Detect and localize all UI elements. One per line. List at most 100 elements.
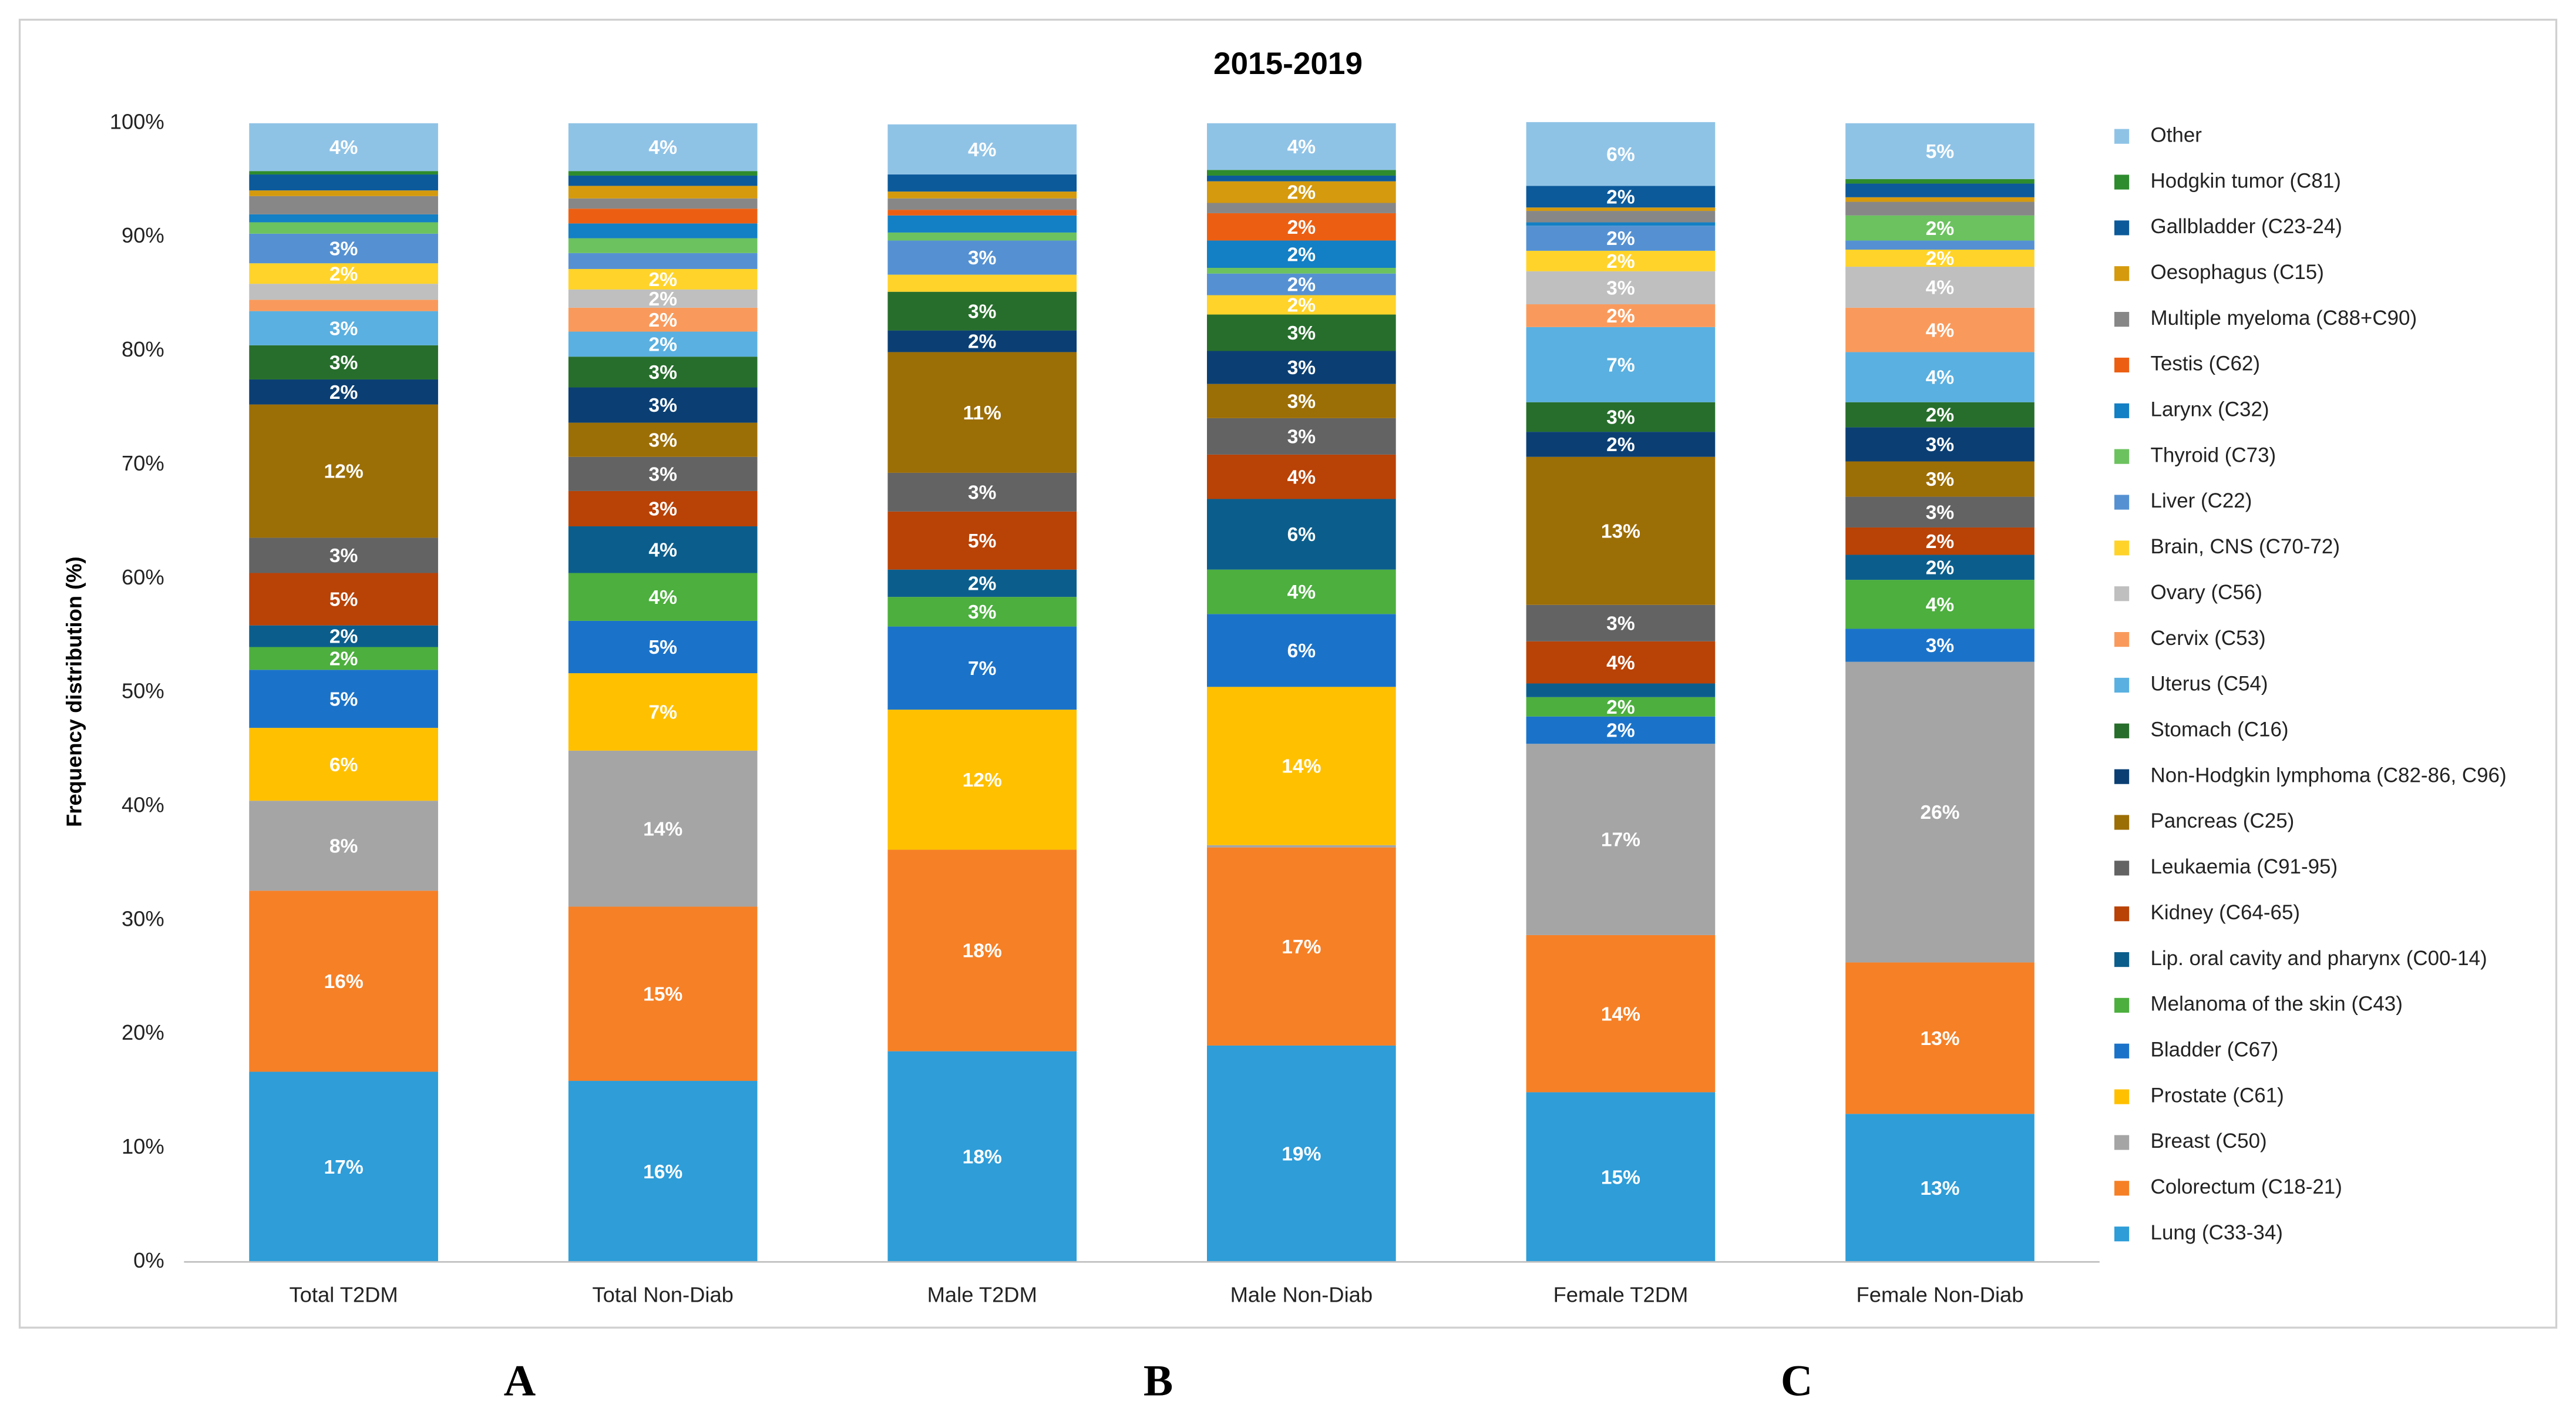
data-label: 14% [643,818,682,840]
legend-label: Thyroid (C73) [2151,443,2276,466]
bar-segment [887,210,1077,216]
data-label: 12% [324,461,364,483]
data-label: 17% [324,1157,364,1178]
data-label: 3% [1926,502,1954,523]
bar-segment [1207,314,1396,351]
bar-segment [249,174,438,191]
data-label: 3% [329,318,358,340]
bar-segment [568,238,758,253]
legend-swatch [2114,174,2130,190]
bar-segment [1207,845,1396,848]
bar-segment [1207,454,1396,499]
legend-swatch [2114,403,2130,418]
data-label: 2% [648,288,677,310]
data-label: 14% [1601,1003,1640,1025]
data-label: 2% [1287,274,1316,296]
bar-segment [887,291,1077,331]
data-label: 13% [1920,1178,1959,1199]
bar-segment [887,597,1077,627]
data-label: 2% [968,331,997,353]
data-label: 2% [1287,182,1316,204]
data-label: 5% [329,688,358,710]
bar-segment [1845,215,2034,241]
data-label: 2% [329,263,358,285]
legend-swatch [2114,906,2130,922]
legend-label: Non-Hodgkin lymphoma (C82-86, C96) [2151,764,2507,787]
data-label: 3% [329,545,358,567]
legend-label: Multiple myeloma (C88+C90) [2151,307,2417,330]
bar-segment [1526,697,1716,717]
data-label: 3% [968,301,997,322]
legend-swatch [2114,815,2130,830]
y-tick-label: 10% [122,1134,164,1158]
data-label: 2% [329,648,358,670]
bar-segment [249,670,438,728]
bar-segment [568,175,758,186]
bar-segment [1207,687,1396,845]
bar-segment [1526,222,1716,226]
bar-segment [249,263,438,284]
data-label: 26% [1920,802,1959,824]
data-label: 6% [1606,144,1635,166]
bar-segment [1845,352,2034,402]
bar-segment [1845,461,2034,497]
bar-segment [887,849,1077,1051]
legend-label: Testis (C62) [2151,352,2260,375]
legend-label: Ovary (C56) [2151,581,2262,604]
y-tick-label: 30% [122,906,164,930]
bar-segment [249,123,438,172]
bar-segment [249,625,438,647]
data-label: 2% [648,269,677,291]
legend-swatch [2114,220,2130,236]
data-label: 12% [963,770,1002,791]
legend-swatch [2114,861,2130,876]
bar-segment [1207,213,1396,241]
bar-segment [1845,496,2034,527]
bar-segment [249,300,438,311]
bar-segment [1845,629,2034,662]
bar-segment [568,223,758,238]
bar-segment [1845,527,2034,555]
bar-segment [1526,716,1716,744]
data-label: 2% [1606,305,1635,327]
data-label: 16% [643,1161,682,1183]
data-label: 13% [1920,1028,1959,1050]
bar-segment [1526,327,1716,402]
data-label: 6% [1287,524,1316,546]
bar-segment [568,673,758,751]
bar-segment [568,198,758,209]
legend-swatch [2114,997,2130,1013]
data-label: 2% [1606,251,1635,273]
data-label: 2% [1606,434,1635,456]
data-label: 2% [329,382,358,404]
bar-segment [568,123,758,172]
bar-segment [1845,197,2034,202]
y-axis-title: Frequency distribution (%) [62,556,86,827]
bar-segment [568,750,758,907]
legend-swatch [2114,449,2130,464]
data-label: 3% [329,238,358,260]
bar-segment [249,311,438,345]
x-tick-label: Male T2DM [927,1283,1037,1307]
bar-segment [1526,211,1716,223]
bar-segment [1207,569,1396,614]
data-label: 4% [329,137,358,159]
bar-segment [1207,181,1396,203]
bar-segment [568,209,758,224]
data-label: 2% [1926,405,1954,426]
y-tick-label: 0% [133,1248,164,1272]
data-label: 7% [968,658,997,680]
bar-segment [1526,226,1716,251]
bar-segment [1526,683,1716,697]
legend-label: Larynx (C32) [2151,398,2269,421]
data-label: 2% [1287,295,1316,317]
data-label: 4% [968,139,997,161]
legend-label: Cervix (C53) [2151,627,2266,650]
bar-segment [1526,122,1716,186]
legend-label: Gallbladder (C23-24) [2151,215,2342,238]
bar-segment [249,222,438,234]
bar-segment [249,214,438,223]
bar-segment [568,253,758,269]
data-label: 3% [1287,391,1316,412]
legend-swatch [2114,540,2130,556]
